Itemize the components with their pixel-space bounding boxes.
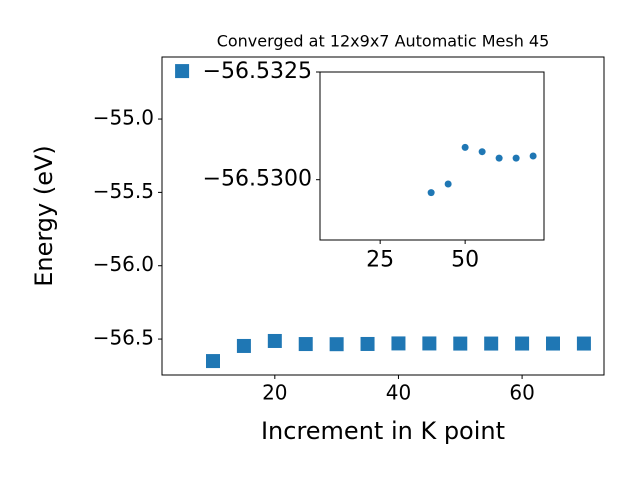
data-marker <box>512 154 520 162</box>
plot-background <box>320 72 544 240</box>
x-tick-label: 20 <box>262 381 287 405</box>
data-marker <box>391 336 406 351</box>
plot-frame <box>319 71 545 241</box>
data-marker <box>444 180 452 188</box>
y-tick-label: −56.5325 <box>203 59 312 84</box>
data-marker <box>329 337 344 352</box>
data-marker <box>298 337 313 352</box>
data-marker <box>360 336 375 351</box>
data-marker <box>453 336 468 351</box>
x-tick-label: 25 <box>366 248 394 273</box>
plot-area <box>427 143 537 197</box>
data-marker <box>461 143 469 151</box>
data-marker <box>206 354 220 369</box>
data-marker <box>529 152 537 160</box>
data-marker <box>427 189 435 197</box>
x-tick-label: 60 <box>509 381 534 405</box>
y-tick-label: −55.5 <box>93 179 154 203</box>
data-marker <box>236 338 251 353</box>
data-marker <box>267 333 282 348</box>
x-tick-label: 50 <box>451 248 479 273</box>
plot-area <box>175 64 591 369</box>
plot-frame <box>161 56 605 376</box>
data-marker <box>515 336 530 351</box>
chart-title: Converged at 12x9x7 Automatic Mesh 45 <box>217 32 550 51</box>
y-tick-label: −56.5300 <box>203 167 312 192</box>
y-tick-label: −56.5 <box>93 326 154 350</box>
data-marker <box>175 64 190 79</box>
x-axis-label: Increment in K point <box>261 417 505 445</box>
y-tick-label: −55.0 <box>93 106 154 130</box>
data-marker <box>546 336 560 351</box>
y-tick-label: −56.0 <box>93 252 154 276</box>
x-tick-label: 40 <box>386 381 411 405</box>
data-marker <box>484 336 499 351</box>
data-marker <box>422 336 437 351</box>
data-marker <box>576 336 591 351</box>
data-marker <box>478 148 486 156</box>
data-marker <box>495 154 503 162</box>
y-axis-label: Energy (eV) <box>30 145 58 287</box>
